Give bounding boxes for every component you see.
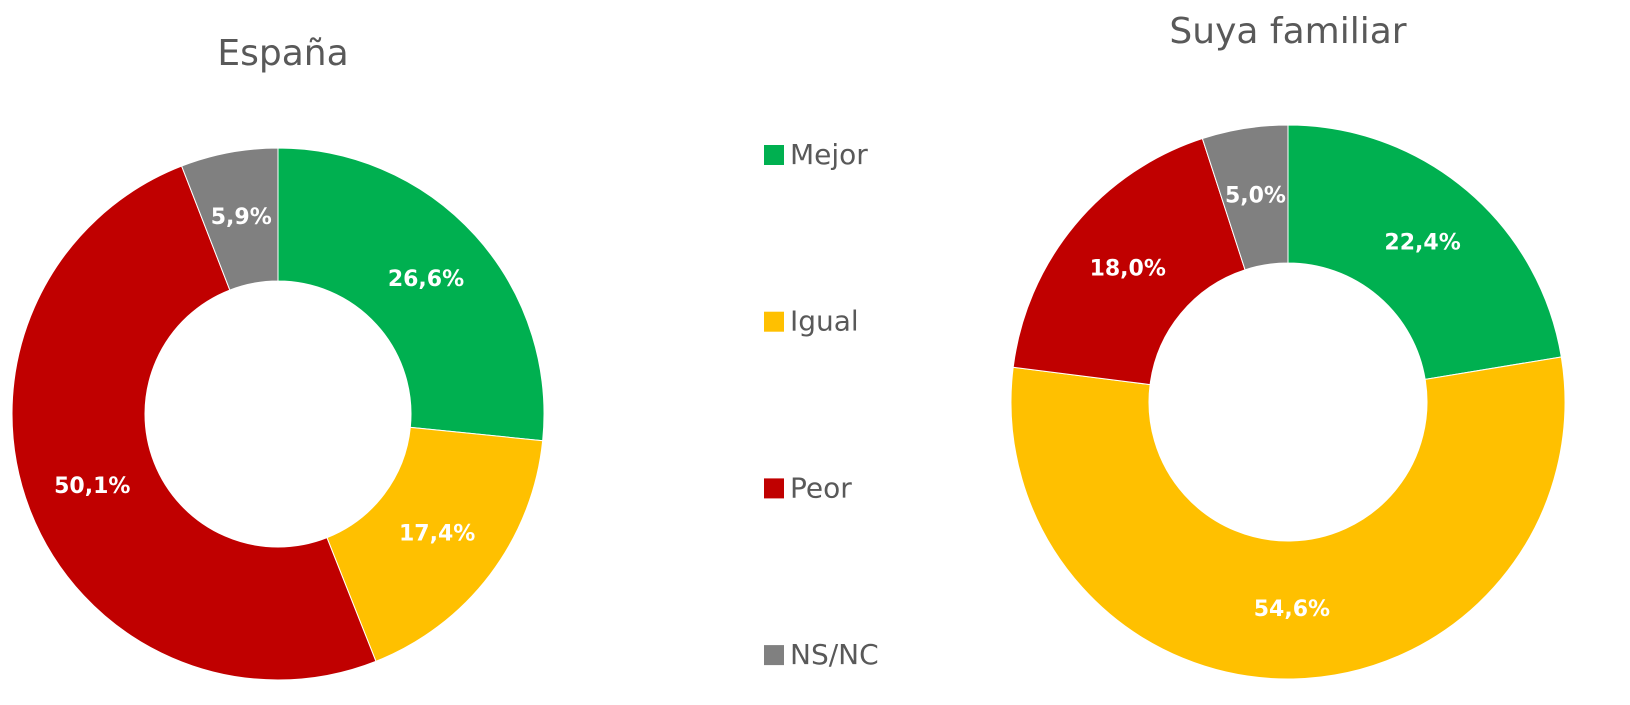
data-label: 22,4%: [1384, 230, 1460, 255]
chart-title: España: [217, 33, 348, 74]
legend-label: Mejor: [790, 138, 868, 171]
legend-swatch: [764, 478, 784, 499]
legend-label: NS/NC: [790, 638, 879, 671]
data-label: 50,1%: [54, 474, 130, 499]
donut-segment: [1012, 137, 1246, 386]
donut-segment: [180, 147, 279, 291]
data-label: 17,4%: [399, 521, 475, 546]
legend-swatch: [764, 311, 784, 332]
data-label: 5,9%: [211, 205, 272, 230]
data-label: 18,0%: [1090, 256, 1166, 281]
legend-swatch: [764, 645, 784, 666]
donut-segment: [1010, 356, 1566, 680]
legend-swatch: [764, 145, 784, 165]
donut-segment: [1201, 124, 1289, 271]
data-label: 5,0%: [1225, 184, 1286, 209]
donut-segment: [1287, 124, 1562, 380]
data-label: 26,6%: [388, 267, 464, 292]
donut-segment: [326, 426, 544, 662]
chart-title: Suya familiar: [1169, 11, 1406, 52]
legend-label: Igual: [790, 305, 859, 338]
donut-segment: [277, 147, 545, 442]
data-label: 54,6%: [1254, 597, 1330, 622]
legend-label: Peor: [790, 471, 852, 504]
donut-segment: [11, 165, 377, 681]
